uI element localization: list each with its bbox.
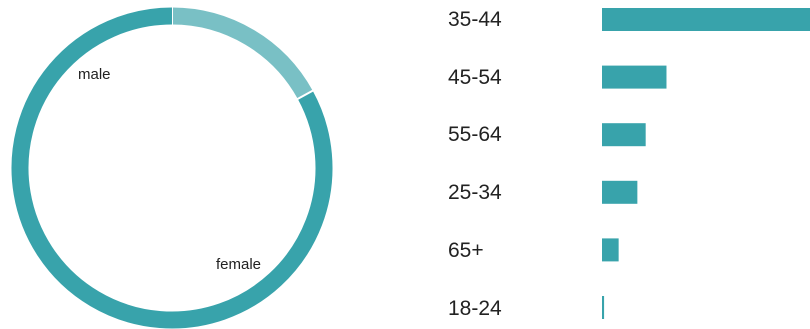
bar-65-plus [602, 238, 619, 262]
bar-55-64 [602, 123, 646, 147]
bar-45-54 [602, 65, 667, 89]
age-bar-chart: 35-44 45-54 55-64 25-34 65+ 18-24 [448, 8, 810, 320]
category-label-65-plus: 65+ [448, 239, 484, 262]
donut-slice-male [171, 7, 313, 99]
slice-label-male: male [78, 66, 111, 83]
bar-18-24 [602, 296, 605, 319]
donut-slice-female [11, 7, 333, 329]
category-label-45-54: 45-54 [448, 66, 502, 89]
category-label-25-34: 25-34 [448, 181, 502, 204]
category-label-18-24: 18-24 [448, 297, 502, 320]
slice-label-female: female [216, 256, 261, 273]
donut-separator [296, 89, 315, 101]
bar-35-44 [602, 8, 810, 31]
gender-donut-chart: male female [11, 6, 333, 329]
category-label-55-64: 55-64 [448, 123, 502, 146]
bar-25-34 [602, 180, 638, 204]
category-label-35-44: 35-44 [448, 8, 502, 31]
